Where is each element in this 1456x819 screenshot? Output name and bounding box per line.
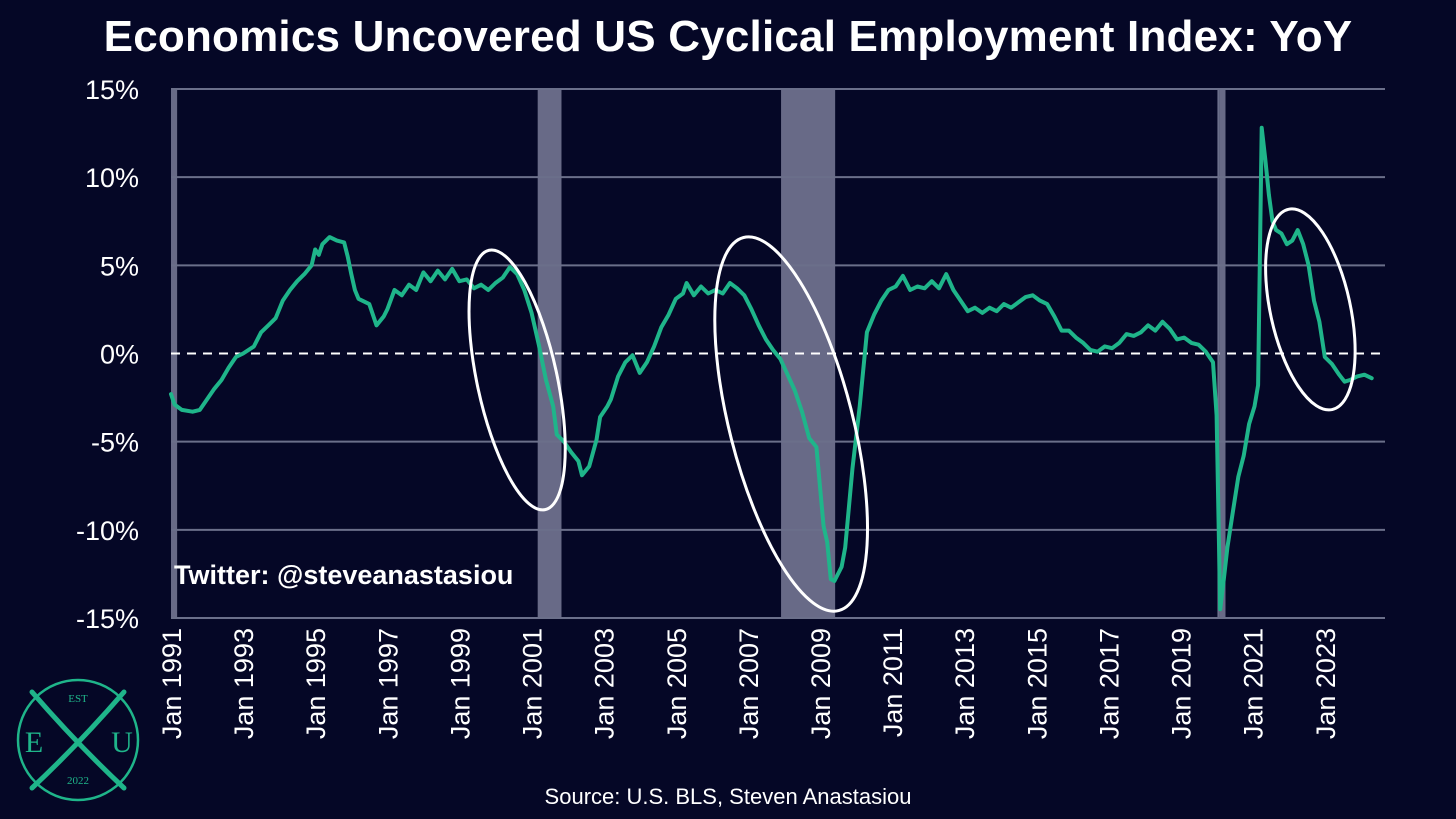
series-line	[169, 125, 1374, 612]
logo-ring	[16, 678, 140, 802]
highlight-ellipse	[1264, 207, 1357, 412]
y-tick-label: 10%	[85, 163, 139, 193]
x-tick-label: Jan 2019	[1167, 628, 1197, 739]
x-tick-label: Jan 2001	[518, 628, 548, 739]
x-tick-label: Jan 2021	[1239, 628, 1269, 739]
x-tick-label: Jan 2011	[878, 628, 908, 737]
x-tick-label: Jan 2015	[1022, 628, 1052, 739]
logo-stroke-2	[29, 689, 127, 791]
x-tick-label: Jan 2003	[590, 628, 620, 739]
crossed-x-logo-icon: EST E U 2022	[16, 678, 140, 802]
y-tick-label: -15%	[76, 604, 139, 634]
x-tick-label: Jan 1997	[373, 628, 403, 739]
logo-letter-e: E	[25, 726, 43, 759]
y-tick-label: -10%	[76, 516, 139, 546]
x-tick-label: Jan 1995	[301, 628, 331, 739]
x-tick-label: Jan 2023	[1311, 628, 1341, 739]
recession-band	[537, 89, 562, 618]
x-tick-label: Jan 2007	[734, 628, 764, 739]
source-note: Source: U.S. BLS, Steven Anastasiou	[544, 784, 912, 809]
x-tick-label: Jan 1999	[445, 628, 475, 739]
logo-letter-u: U	[111, 726, 133, 759]
y-tick-label: 0%	[100, 340, 139, 370]
twitter-handle: Twitter: @steveanastasiou	[174, 560, 514, 590]
y-tick-label: 15%	[85, 75, 139, 105]
x-tick-label: Jan 2009	[806, 628, 836, 739]
x-tick-label: Jan 2017	[1094, 628, 1124, 739]
highlight-ellipse	[713, 235, 870, 613]
chart-title: Economics Uncovered US Cyclical Employme…	[103, 12, 1353, 61]
x-tick-label: Jan 1991	[157, 628, 187, 739]
y-tick-label: 5%	[100, 251, 139, 281]
recession-band	[1219, 89, 1226, 618]
logo-est: EST	[68, 693, 88, 705]
logo-year: 2022	[67, 775, 89, 787]
x-tick-label: Jan 2013	[950, 628, 980, 739]
x-tick-label: Jan 2005	[662, 628, 692, 739]
highlight-ellipse	[467, 248, 567, 512]
x-tick-label: Jan 1993	[229, 628, 259, 739]
y-tick-label: -5%	[91, 428, 139, 458]
